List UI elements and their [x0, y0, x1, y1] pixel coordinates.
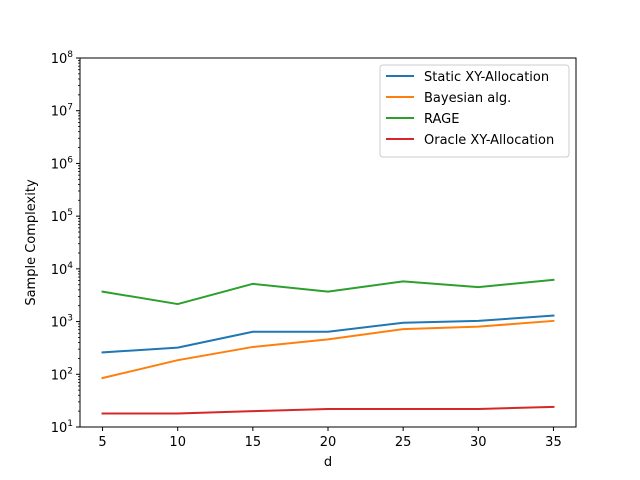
y-tick-label: 104: [51, 261, 74, 278]
legend-label: Static XY-Allocation: [424, 70, 549, 85]
series-line-2: [101, 319, 555, 380]
y-tick-label: 102: [51, 366, 73, 383]
series-line-3: [101, 278, 555, 306]
x-axis-label: d: [324, 455, 332, 470]
y-tick-label: 105: [51, 208, 73, 225]
legend-label: RAGE: [424, 112, 459, 127]
axes: 5 10 15 20 25 30 35 101 102 103 104 105 106 107 108: [51, 50, 562, 450]
series-line-4: [101, 405, 555, 415]
x-tick-label: 35: [545, 435, 562, 450]
series-line-1: [101, 314, 555, 354]
y-tick-label: 107: [51, 103, 73, 120]
x-tick-label: 30: [470, 435, 487, 450]
y-tick-label: 108: [51, 50, 74, 67]
legend-label: Bayesian alg.: [424, 91, 511, 106]
x-tick-label: 5: [98, 435, 106, 450]
legend: Static XY-Allocation Bayesian alg. RAGE Ora…: [379, 64, 570, 158]
x-tick-label: 25: [395, 435, 412, 450]
legend-label: Oracle XY-Allocation: [424, 133, 554, 148]
x-tick-label: 20: [320, 435, 337, 450]
y-tick-label: 106: [51, 155, 74, 172]
legend-box: [379, 64, 570, 158]
x-tick-label: 15: [245, 435, 262, 450]
x-tick-label: 10: [169, 435, 186, 450]
y-axis-label: Sample Complexity: [24, 179, 39, 306]
y-tick-label: 101: [51, 419, 73, 436]
plot-area: [101, 278, 555, 415]
y-tick-label: 103: [51, 314, 73, 331]
